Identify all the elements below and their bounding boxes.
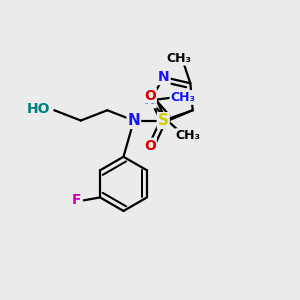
- Text: O: O: [144, 139, 156, 153]
- Text: N: N: [144, 93, 156, 107]
- Text: HO: HO: [26, 102, 50, 116]
- Text: CH₃: CH₃: [170, 91, 196, 104]
- Text: N: N: [128, 113, 140, 128]
- Text: F: F: [72, 193, 81, 207]
- Text: N: N: [158, 70, 170, 84]
- Text: S: S: [158, 113, 169, 128]
- Text: O: O: [144, 88, 156, 103]
- Text: CH₃: CH₃: [166, 52, 191, 65]
- Text: CH₃: CH₃: [176, 129, 201, 142]
